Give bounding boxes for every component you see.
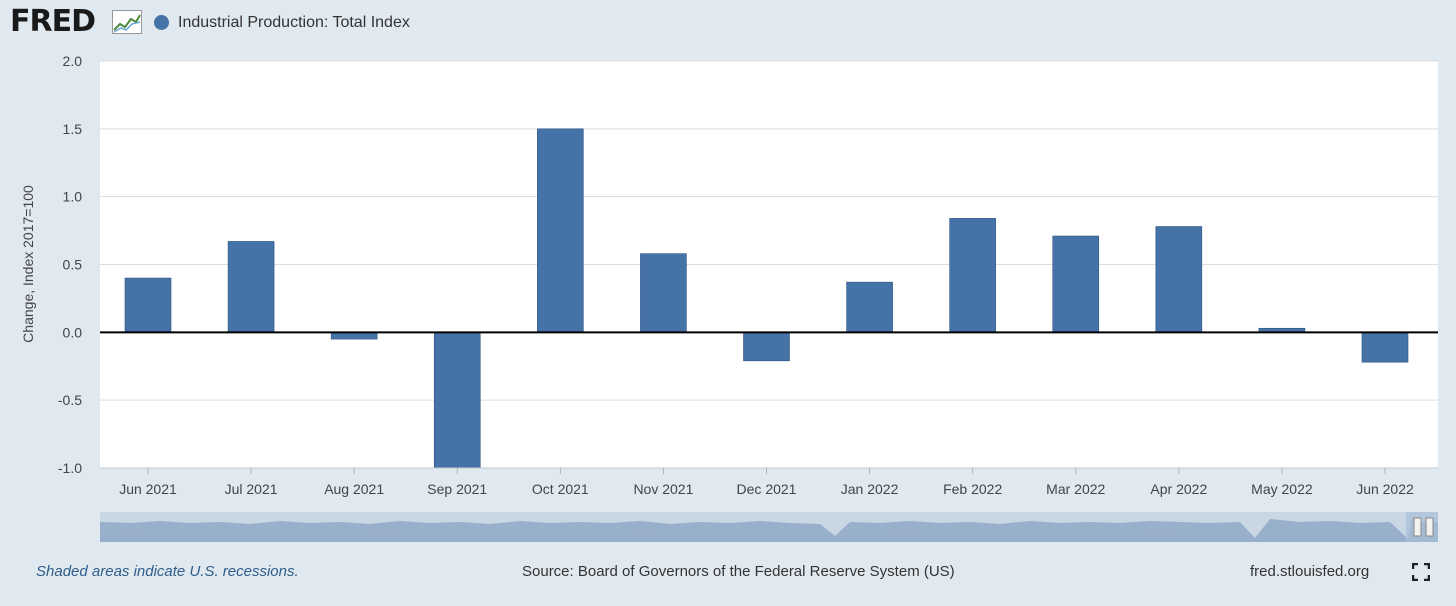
x-tick-label: Mar 2022 — [1046, 481, 1105, 497]
navigator-label-1940: 1940 — [372, 525, 399, 539]
x-tick-label: Aug 2021 — [324, 481, 384, 497]
x-tick-label: Dec 2021 — [737, 481, 797, 497]
x-tick-label: May 2022 — [1251, 481, 1313, 497]
navigator-label-1960: 1960 — [630, 525, 657, 539]
fullscreen-icon[interactable] — [1412, 563, 1430, 581]
y-tick-label: 2.0 — [63, 53, 83, 69]
x-tick-label: Oct 2021 — [532, 481, 589, 497]
navigator-label-1920: 1920 — [118, 525, 145, 539]
header: FRED Industrial Production: Total Index — [0, 0, 1456, 50]
y-tick-label: 1.0 — [63, 189, 83, 205]
bar-nov-2021[interactable] — [640, 253, 687, 333]
x-tick-label: Sep 2021 — [427, 481, 487, 497]
site-link[interactable]: fred.stlouisfed.org — [1250, 563, 1370, 580]
bar-chart: -1.0 -0.5 0.0 0.5 1.0 1.5 2.0 Jun 2021 Jul 2021… — [20, 53, 1438, 497]
x-tick-label: Jan 2022 — [841, 481, 899, 497]
legend-marker — [154, 15, 169, 30]
navigator-label-2000: 2000 — [1144, 525, 1171, 539]
bar-aug-2021[interactable] — [330, 332, 378, 340]
bar-jan-2022[interactable] — [846, 281, 893, 333]
legend-label[interactable]: Industrial Production: Total Index — [178, 14, 410, 31]
x-tick-label: Jun 2021 — [119, 481, 177, 497]
bar-feb-2022[interactable] — [949, 218, 996, 333]
y-tick-label: 1.5 — [63, 121, 83, 137]
x-tick-label: Jul 2021 — [225, 481, 278, 497]
y-tick-label: 0.0 — [63, 324, 83, 340]
y-axis-ticks: -1.0 -0.5 0.0 0.5 1.0 1.5 2.0 — [58, 53, 82, 476]
bar-jun-2022[interactable] — [1361, 332, 1409, 363]
navigator-label-1980: 1980 — [888, 525, 915, 539]
source-text: Source: Board of Governors of the Federa… — [522, 563, 955, 580]
trend-chart-icon — [112, 10, 142, 34]
y-tick-label: -1.0 — [58, 460, 82, 476]
bar-jun-2021[interactable] — [124, 277, 172, 333]
bar-apr-2022[interactable] — [1155, 226, 1203, 333]
y-axis-label: Change, Index 2017=100 — [20, 185, 36, 343]
navigator-handle-left[interactable] — [1413, 517, 1422, 537]
x-tick-label: Nov 2021 — [633, 481, 693, 497]
date-range-navigator[interactable]: 1920 1940 1960 1980 2000 — [100, 512, 1438, 542]
bar-dec-2021[interactable] — [743, 332, 790, 362]
bar-mar-2022[interactable] — [1052, 235, 1100, 333]
x-tick-label: Jun 2022 — [1356, 481, 1414, 497]
navigator-handle-right[interactable] — [1425, 517, 1434, 537]
bar-oct-2021[interactable] — [537, 128, 584, 333]
x-tick-label: Apr 2022 — [1150, 481, 1207, 497]
recession-note: Shaded areas indicate U.S. recessions. — [36, 563, 299, 580]
fred-logo[interactable]: FRED — [10, 4, 96, 39]
bar-jul-2021[interactable] — [227, 241, 275, 333]
y-tick-label: 0.5 — [63, 257, 83, 273]
y-tick-label: -0.5 — [58, 392, 82, 408]
x-axis-ticks: Jun 2021 Jul 2021 Aug 2021 Sep 2021 Oct 2021… — [100, 467, 1438, 497]
bar-sep-2021[interactable] — [433, 332, 481, 469]
bars-group — [124, 128, 1409, 469]
x-tick-label: Feb 2022 — [943, 481, 1002, 497]
